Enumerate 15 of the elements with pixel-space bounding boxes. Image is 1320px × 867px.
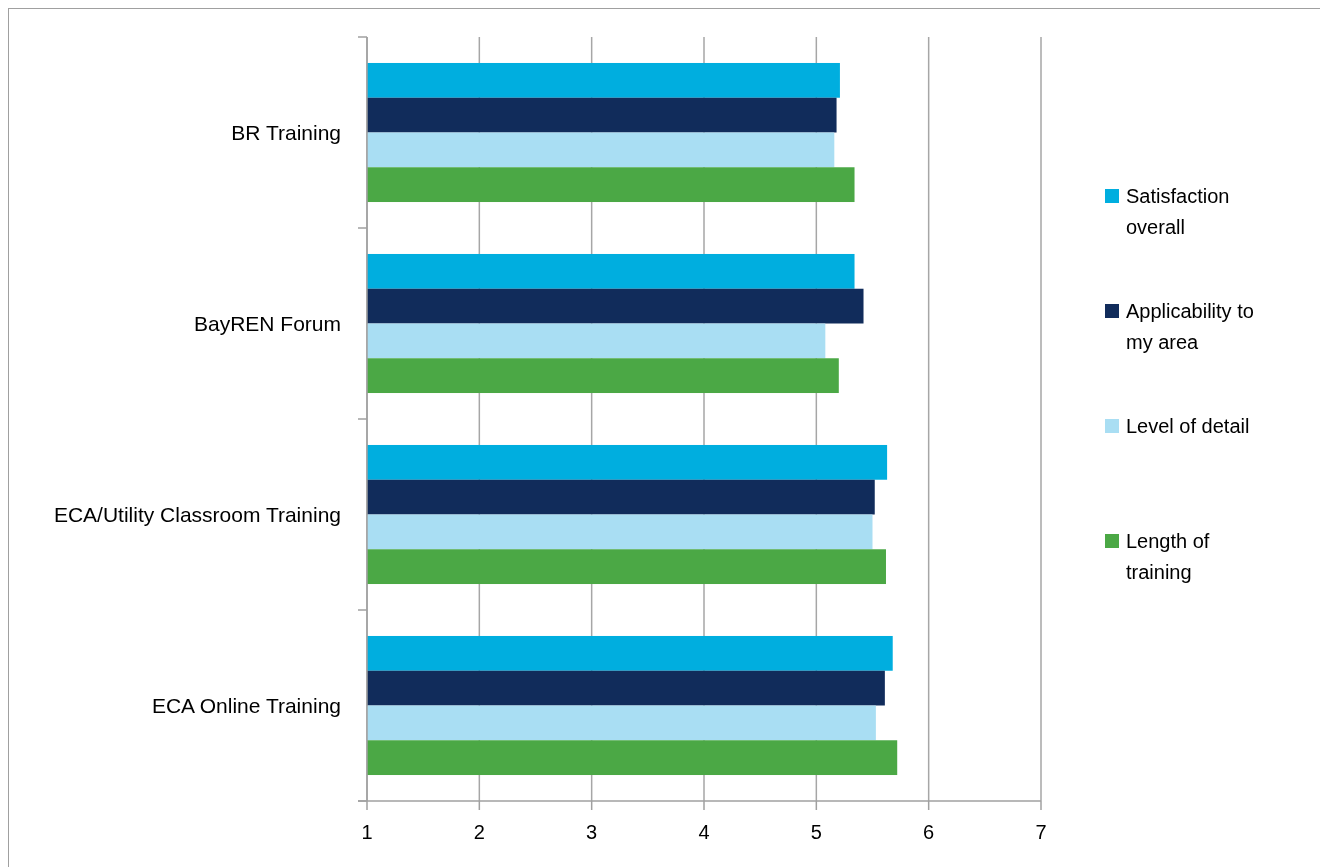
legend-label: Level of detail <box>1126 415 1250 437</box>
x-tick-label: 4 <box>698 821 710 843</box>
y-tick-label: BR Training <box>231 121 341 144</box>
x-tick-label: 6 <box>923 821 935 843</box>
y-tick-label: ECA/Utility Classroom Training <box>53 503 341 526</box>
y-tick-label: BayREN Forum <box>193 312 341 335</box>
legend-label: Applicability to my area <box>1126 300 1254 353</box>
legend-label: Satisfaction overall <box>1126 185 1230 238</box>
y-tick-label: ECA Online Training <box>151 694 341 717</box>
x-tick-label: 1 <box>361 821 373 843</box>
x-tick-label: 2 <box>473 821 485 843</box>
x-tick-label: 3 <box>586 821 598 843</box>
legend-label: Length of training <box>1126 530 1210 583</box>
x-tick-label: 5 <box>810 821 822 843</box>
x-tick-label: 7 <box>1035 821 1047 843</box>
